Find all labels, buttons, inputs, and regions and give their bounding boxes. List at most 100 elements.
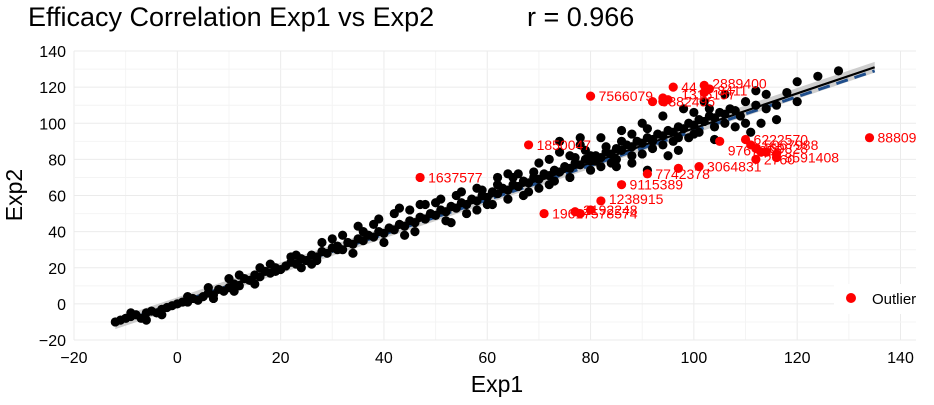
data-point	[270, 266, 281, 276]
data-point	[250, 279, 260, 289]
data-point	[265, 259, 275, 269]
outlier-point	[761, 147, 771, 157]
y-tick-label: 40	[48, 225, 66, 242]
data-point	[575, 133, 585, 143]
data-point	[327, 234, 337, 244]
x-axis-label: Exp1	[471, 371, 523, 397]
data-point	[456, 187, 467, 197]
outlier-point	[673, 163, 683, 174]
x-tick-label: 40	[375, 350, 393, 367]
data-point	[611, 154, 621, 164]
outlier-point	[715, 136, 725, 146]
y-tick-label: 20	[48, 261, 66, 278]
data-point	[735, 111, 745, 121]
data-point	[771, 100, 782, 110]
data-point	[689, 107, 699, 118]
outlier-point	[523, 140, 534, 150]
outlier-point	[694, 162, 704, 172]
data-point	[627, 158, 637, 168]
data-point	[229, 286, 239, 296]
data-point	[627, 129, 637, 139]
outlier-label: 7566079	[599, 88, 654, 104]
outlier-point	[668, 82, 678, 92]
data-point	[730, 122, 740, 132]
data-point	[570, 152, 580, 163]
outlier-point	[596, 196, 606, 206]
data-point	[374, 214, 384, 224]
x-tick-label: 60	[478, 350, 496, 367]
outlier-point	[642, 169, 652, 179]
chart-subtitle: r = 0.966	[527, 2, 634, 32]
data-point	[771, 115, 782, 125]
data-point	[255, 263, 265, 273]
data-point	[410, 227, 420, 237]
data-point	[348, 248, 358, 258]
data-point	[332, 245, 343, 255]
data-point	[141, 315, 151, 325]
data-point	[658, 140, 668, 150]
outlier-label: 3064831	[707, 159, 762, 175]
outlier-point	[539, 208, 549, 219]
chart-title: Efficacy Correlation Exp1 vs Exp2	[28, 2, 434, 32]
data-point	[627, 151, 637, 161]
data-point	[534, 183, 544, 193]
outlier-point	[570, 207, 580, 217]
data-point	[761, 104, 771, 114]
data-point	[518, 190, 529, 201]
y-tick-label: 100	[39, 116, 66, 133]
data-point	[379, 237, 389, 248]
data-point	[234, 270, 244, 280]
data-point	[208, 293, 219, 304]
data-point	[658, 111, 668, 121]
data-point	[673, 133, 683, 143]
outlier-label: 8469828	[754, 141, 809, 157]
data-point	[126, 308, 136, 318]
outlier-point	[864, 133, 875, 143]
tick-labels-layer: −20 0 20 40 60 80 100 120 140 −20 0 20 40 60 80 100 120 1…	[39, 44, 914, 367]
outlier-point	[771, 149, 782, 159]
data-point	[477, 185, 487, 195]
outlier-label: 9115389	[630, 177, 684, 193]
outlier-label: 6382495	[661, 94, 716, 110]
outlier-label: 9767955	[728, 142, 783, 158]
data-point	[647, 136, 658, 146]
data-point	[720, 89, 730, 99]
outliers-layer	[415, 80, 875, 219]
data-point	[549, 176, 560, 186]
data-point	[782, 87, 792, 98]
data-point	[461, 208, 472, 219]
data-point	[616, 125, 627, 136]
outlier-point	[585, 205, 596, 215]
data-point	[415, 199, 425, 210]
outlier-label: 1850047	[537, 137, 592, 153]
legend-marker-outlier	[846, 293, 856, 303]
data-point	[585, 165, 596, 175]
x-tick-label: 0	[173, 350, 182, 367]
data-point	[203, 283, 213, 293]
outlier-point	[751, 154, 761, 164]
data-point	[699, 96, 709, 107]
data-point	[761, 89, 771, 99]
data-point	[296, 263, 306, 273]
data-point	[436, 194, 446, 204]
data-point	[534, 158, 544, 168]
y-tick-label: 60	[48, 189, 66, 206]
y-axis-label: Exp2	[1, 169, 27, 221]
data-point	[751, 100, 761, 110]
data-point	[684, 133, 694, 143]
points-layer	[110, 66, 844, 327]
x-tick-label: 140	[887, 350, 914, 367]
outlier-point	[663, 95, 673, 105]
data-point	[183, 292, 193, 302]
outlier-label: 2760	[764, 151, 795, 167]
data-point	[591, 156, 601, 166]
data-point	[601, 142, 611, 152]
data-point	[813, 71, 823, 81]
outlier-label: 7742378	[655, 166, 710, 182]
data-point	[740, 96, 751, 107]
data-point	[565, 172, 575, 183]
y-tick-label: 0	[57, 297, 66, 314]
data-point	[503, 194, 513, 204]
